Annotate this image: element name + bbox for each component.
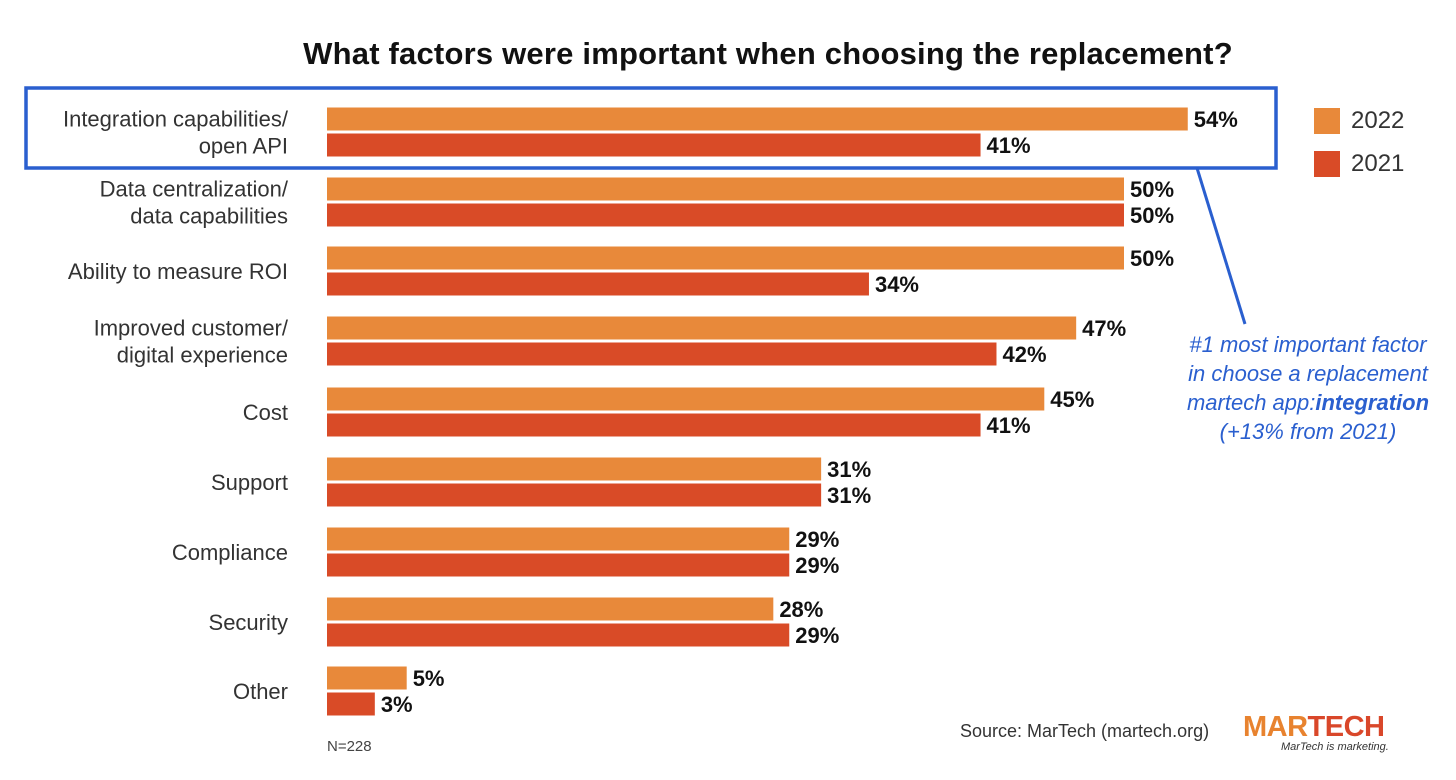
category-label-line: Compliance xyxy=(172,540,288,565)
callout-line-3-prefix: martech app: xyxy=(1186,390,1316,415)
callout-line-2: in choose a replacement xyxy=(1188,361,1428,386)
callout-connector xyxy=(1195,167,1247,325)
data-label-2022-4: 47% xyxy=(1082,316,1126,341)
category-label-line: open API xyxy=(199,134,288,159)
category-label-line: digital experience xyxy=(117,343,288,368)
bar-2022-4 xyxy=(327,316,1077,340)
callout-line-3: martech app:integration xyxy=(1160,388,1456,417)
chart-title: What factors were important when choosin… xyxy=(303,36,1233,71)
bar-2022-3 xyxy=(327,246,1124,270)
bar-2021-4 xyxy=(327,342,997,366)
bar-2021-7 xyxy=(327,553,790,577)
category-label: Security xyxy=(209,610,288,635)
data-label-2021-1: 41% xyxy=(987,133,1031,158)
data-label-2022-7: 29% xyxy=(795,527,839,552)
data-label-2021-3: 34% xyxy=(875,272,919,297)
category-label: Support xyxy=(211,470,288,495)
legend-item-2022: 2022 xyxy=(1314,107,1405,134)
bar-2022-7 xyxy=(327,527,790,551)
callout-annotation: #1 most important factor in choose a rep… xyxy=(1160,330,1456,446)
category-label-line: Cost xyxy=(243,400,288,425)
callout-line-4: (+13% from 2021) xyxy=(1219,419,1397,444)
bar-2021-8 xyxy=(327,623,790,647)
logo-wordmark: MARTECH xyxy=(1243,712,1443,742)
category-label-line: Security xyxy=(209,610,288,635)
callout-emphasis: integration xyxy=(1315,390,1430,415)
martech-logo: MARTECH MarTech is marketing. xyxy=(1243,712,1443,753)
category-label-line: Improved customer/ xyxy=(94,316,289,341)
source-note: Source: MarTech (martech.org) xyxy=(960,721,1210,741)
data-label-2021-9: 3% xyxy=(381,692,413,717)
data-label-2021-6: 31% xyxy=(827,483,871,508)
category-label: Data centralization/data capabilities xyxy=(100,177,289,229)
category-label-line: Ability to measure ROI xyxy=(68,259,288,284)
data-label-2022-2: 50% xyxy=(1130,177,1174,202)
bar-2021-9 xyxy=(327,692,375,716)
bar-2022-5 xyxy=(327,387,1045,411)
category-label: Compliance xyxy=(172,540,288,565)
data-label-2021-8: 29% xyxy=(795,623,839,648)
data-label-2021-2: 50% xyxy=(1130,203,1174,228)
category-label: Integration capabilities/open API xyxy=(63,107,289,159)
category-label: Ability to measure ROI xyxy=(68,259,288,284)
data-label-2021-7: 29% xyxy=(795,553,839,578)
category-label: Other xyxy=(233,679,288,704)
data-label-2022-5: 45% xyxy=(1050,387,1094,412)
callout-line-1: #1 most important factor xyxy=(1189,332,1427,357)
legend-swatch-2021 xyxy=(1314,151,1340,177)
category-label-line: Data centralization/ xyxy=(100,177,289,202)
bar-2022-2 xyxy=(327,177,1124,201)
category-label-line: Support xyxy=(211,470,288,495)
bar-2021-6 xyxy=(327,483,822,507)
highlight-box xyxy=(24,86,1278,170)
category-label: Improved customer/digital experience xyxy=(94,316,289,368)
logo-word-mar: MAR xyxy=(1243,711,1308,743)
data-label-2022-9: 5% xyxy=(413,666,445,691)
legend-swatch-2022 xyxy=(1314,108,1340,134)
data-label-2021-4: 42% xyxy=(1002,342,1046,367)
bar-2022-8 xyxy=(327,597,774,621)
data-label-2021-5: 41% xyxy=(987,413,1031,438)
bar-2021-1 xyxy=(327,133,981,157)
category-label: Cost xyxy=(243,400,288,425)
data-label-2022-3: 50% xyxy=(1130,246,1174,271)
category-label-line: Other xyxy=(233,679,288,704)
data-label-2022-8: 28% xyxy=(779,597,823,622)
bar-2022-9 xyxy=(327,666,407,690)
category-label-line: data capabilities xyxy=(130,204,288,229)
logo-tagline: MarTech is marketing. xyxy=(1281,741,1389,753)
data-label-2022-6: 31% xyxy=(827,457,871,482)
sample-size-note: N=228 xyxy=(327,738,372,755)
bar-2021-3 xyxy=(327,272,869,296)
logo-word-tech: TECH xyxy=(1307,711,1385,743)
legend-item-2021: 2021 xyxy=(1314,150,1405,177)
bar-2022-6 xyxy=(327,457,822,481)
bar-2021-5 xyxy=(327,413,981,437)
legend-label-2021: 2021 xyxy=(1351,150,1405,177)
category-label-line: Integration capabilities/ xyxy=(63,107,289,132)
data-label-2022-1: 54% xyxy=(1194,107,1238,132)
bar-2022-1 xyxy=(327,107,1188,131)
legend-label-2022: 2022 xyxy=(1351,107,1405,134)
bar-2021-2 xyxy=(327,203,1124,227)
